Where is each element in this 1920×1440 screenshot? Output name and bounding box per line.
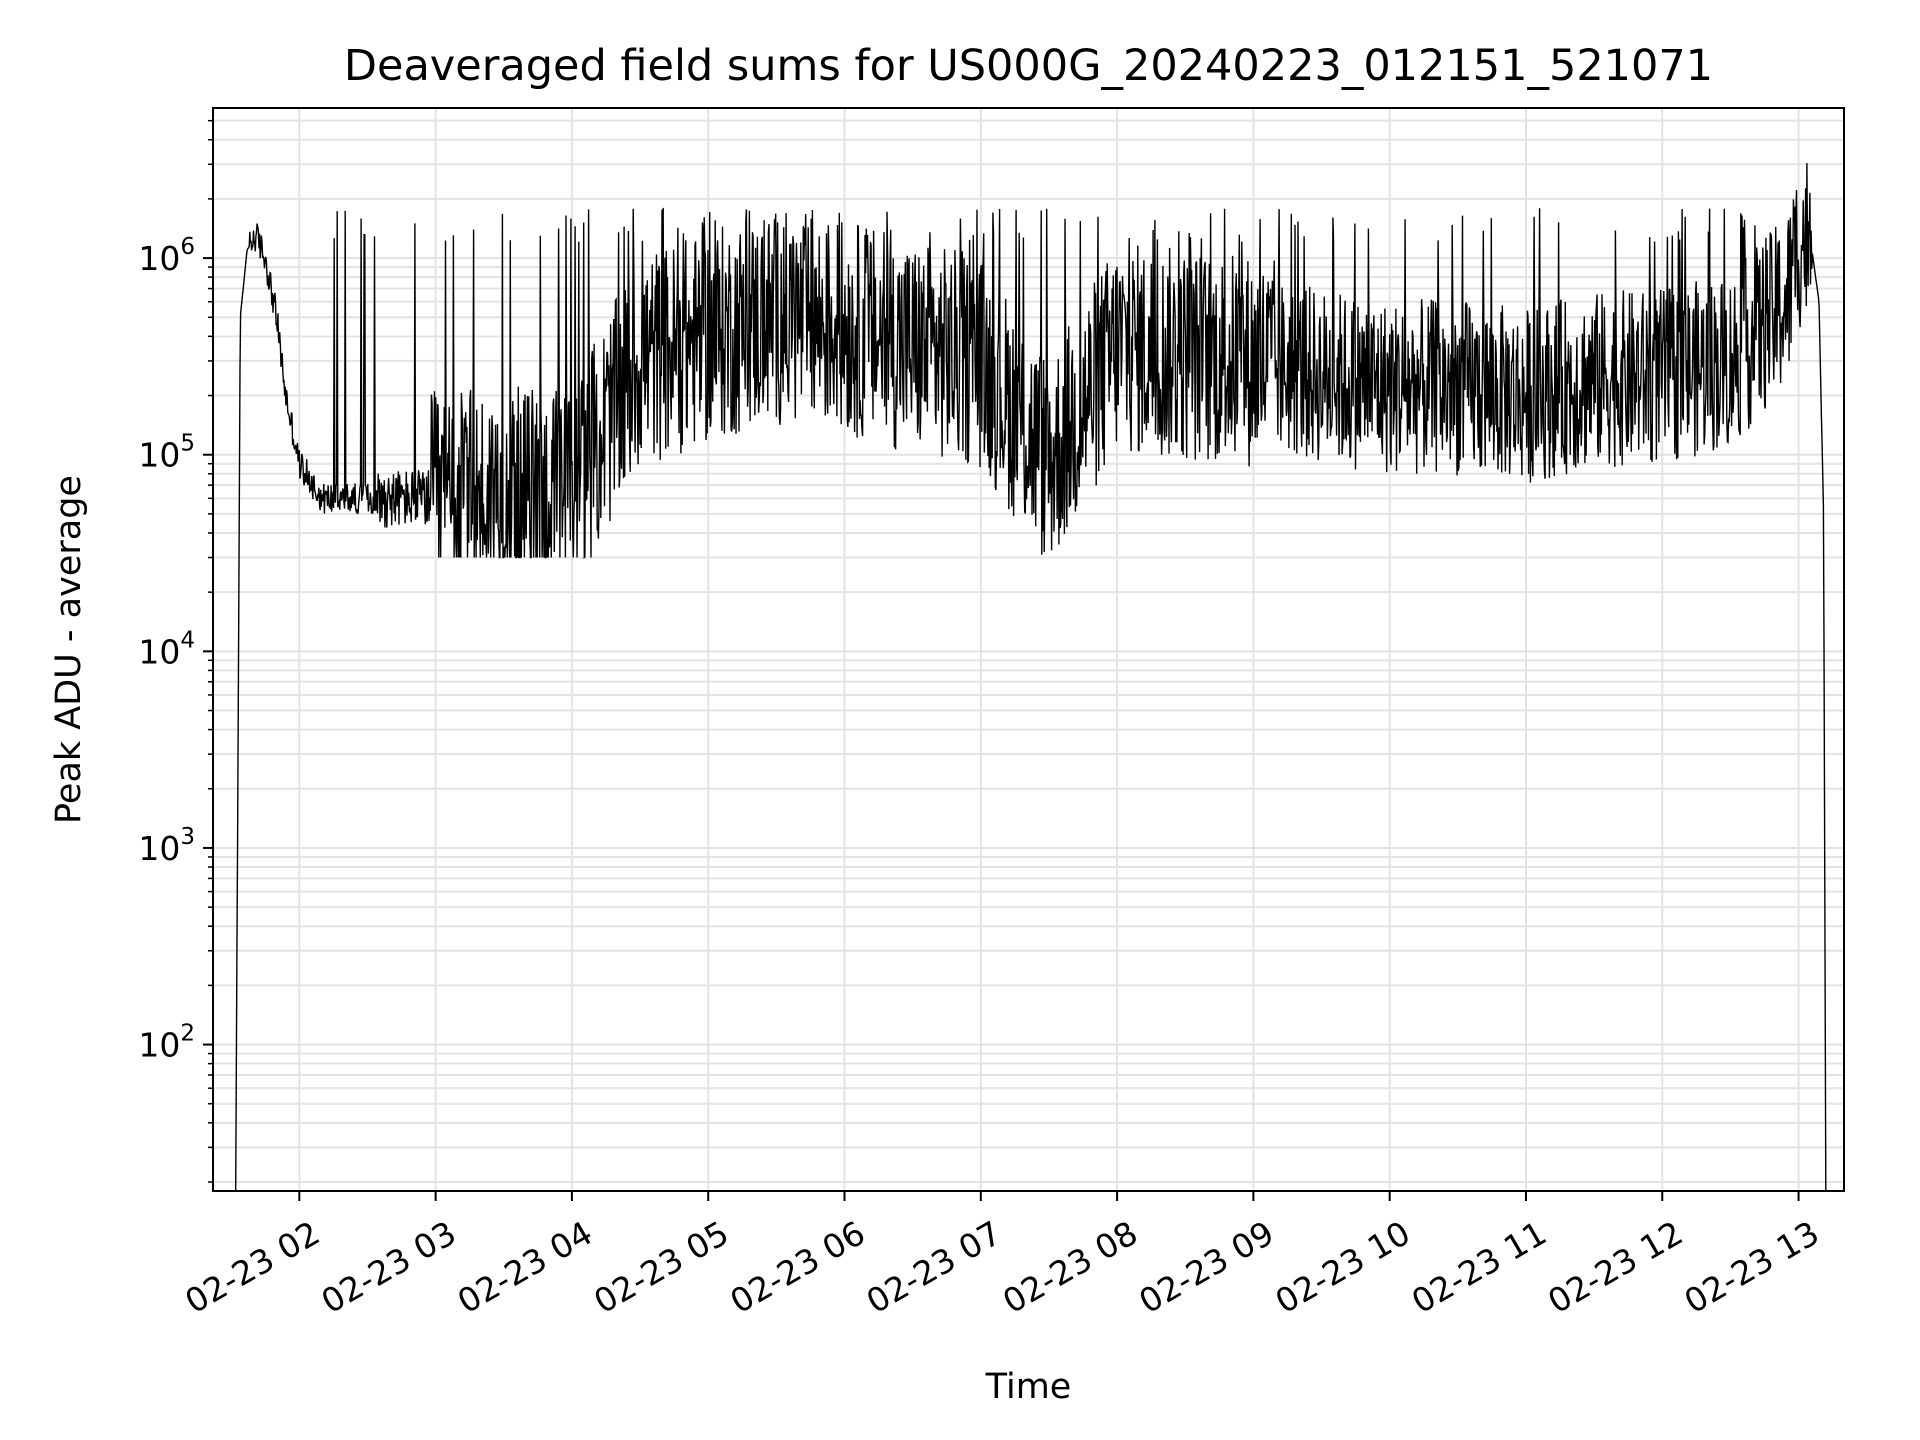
y-tick-label: 106 — [138, 234, 195, 278]
x-axis-label: Time — [985, 1367, 1072, 1407]
y-tick-label: 103 — [138, 824, 195, 868]
y-axis-label: Peak ADU - average — [49, 475, 89, 824]
plot-frame — [212, 107, 1845, 1192]
chart-title: Deaveraged field sums for US000G_2024022… — [344, 41, 1713, 91]
y-tick-label: 102 — [138, 1021, 195, 1065]
grid — [213, 108, 1844, 1191]
y-tick-label: 104 — [138, 627, 195, 671]
series-line — [235, 163, 1827, 1191]
data-layer — [235, 163, 1827, 1191]
y-tick-label: 105 — [138, 431, 195, 475]
